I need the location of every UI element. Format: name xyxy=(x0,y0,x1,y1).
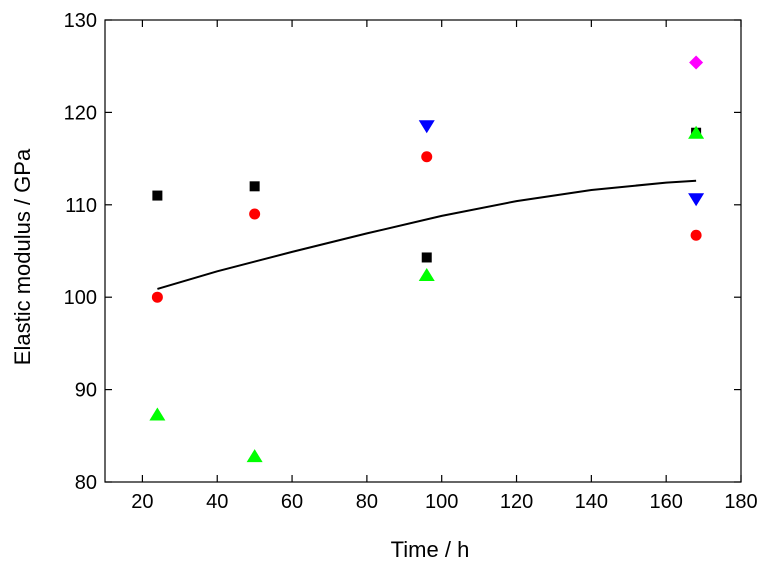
trend-line xyxy=(157,179,697,290)
x-tick-label: 20 xyxy=(131,491,153,513)
y-tick-label: 130 xyxy=(64,10,97,32)
plot-frame xyxy=(104,19,742,483)
circle-marker xyxy=(249,208,261,220)
x-tick-label: 160 xyxy=(649,491,682,513)
trend-line-layer xyxy=(157,179,697,290)
axis-ticks: 20 40 60 80 100 120 140 160 180 80 90 100 110 120 130 xyxy=(64,10,758,513)
circle-marker xyxy=(690,229,702,241)
x-tick-label: 40 xyxy=(206,491,228,513)
triangle-down-marker xyxy=(688,193,705,207)
y-tick-label: 110 xyxy=(65,195,97,217)
x-tick-label: 60 xyxy=(281,491,303,513)
triangle-up-marker xyxy=(149,407,166,421)
circle-marker xyxy=(421,151,433,163)
y-axis-title: Elastic modulus / GPa xyxy=(10,148,35,365)
circle-marker xyxy=(151,291,163,303)
diamond-marker xyxy=(689,55,704,70)
square-marker xyxy=(421,252,432,263)
triangle-down-marker xyxy=(418,120,435,134)
x-tick-label: 120 xyxy=(500,491,533,513)
square-marker xyxy=(249,181,260,192)
square-marker xyxy=(152,190,163,201)
triangle-up-marker xyxy=(688,125,705,139)
x-tick-label: 100 xyxy=(425,491,458,513)
y-tick-label: 120 xyxy=(64,102,97,124)
x-tick-label: 80 xyxy=(356,491,378,513)
y-tick-label: 100 xyxy=(64,287,97,309)
y-tick-label: 80 xyxy=(75,472,97,494)
y-tick-label: 90 xyxy=(75,380,97,402)
data-markers xyxy=(149,55,705,463)
triangle-up-marker xyxy=(246,449,263,463)
x-tick-label: 180 xyxy=(724,491,757,513)
x-tick-label: 140 xyxy=(575,491,608,513)
x-axis-title: Time / h xyxy=(391,537,470,562)
plot-area-border xyxy=(104,19,742,483)
triangle-up-marker xyxy=(418,268,435,282)
